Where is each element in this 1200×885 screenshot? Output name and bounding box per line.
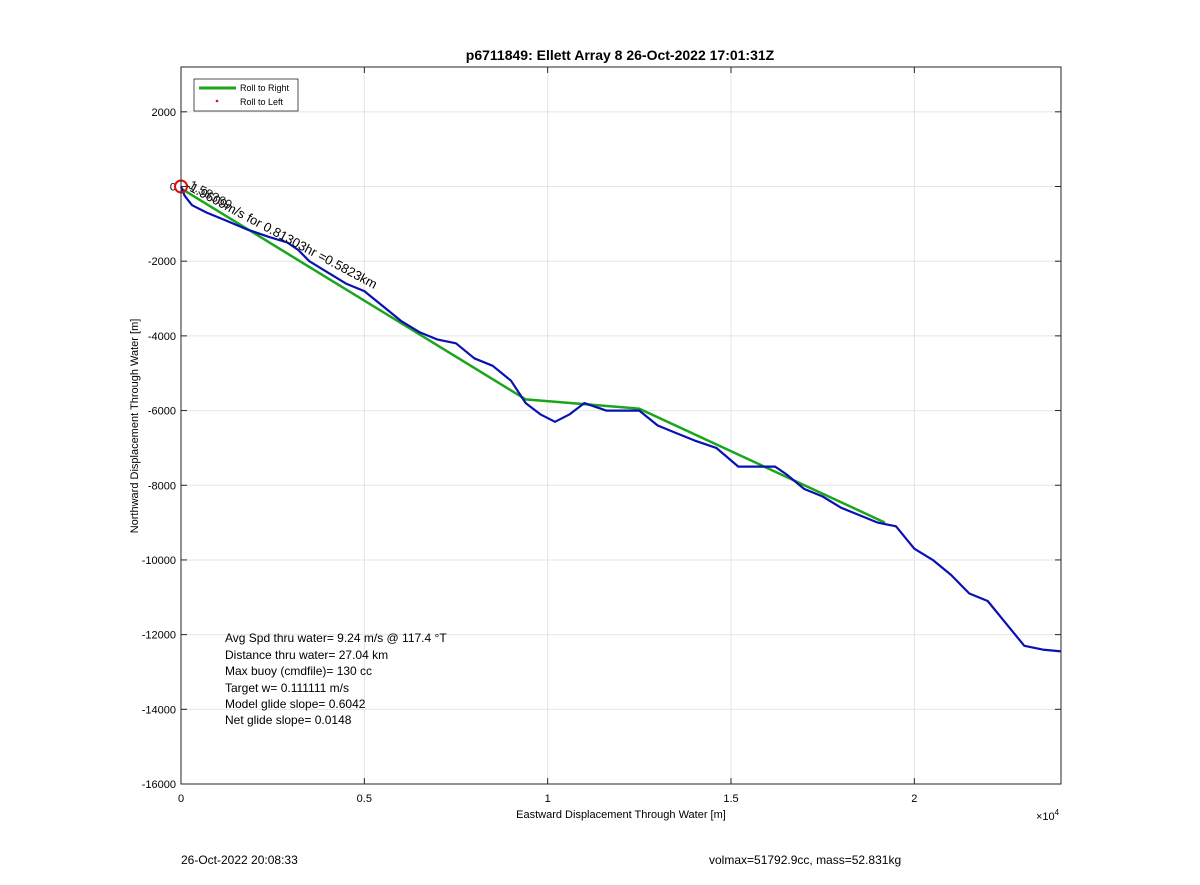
y-tick-label: 0 [170, 182, 176, 194]
legend: Roll to Right Roll to Left [193, 78, 299, 112]
legend-swatch-roll-left [215, 99, 219, 103]
stat-model-glide: Model glide slope= 0.6042 [225, 697, 366, 711]
chart-title: p6711849: Ellett Array 8 26-Oct-2022 17:… [466, 47, 775, 63]
stat-net-glide: Net glide slope= 0.0148 [225, 713, 352, 727]
stat-max-buoy: Max buoy (cmdfile)= 130 cc [225, 664, 372, 678]
x-tick-label: 0.5 [357, 793, 372, 805]
stat-distance: Distance thru water= 27.04 km [225, 648, 388, 662]
y-tick-label: -6000 [148, 406, 176, 418]
x-tick-label: 1 [545, 793, 551, 805]
stat-avg-speed: Avg Spd thru water= 9.24 m/s @ 117.4 °T [225, 631, 447, 645]
x-tick-label: 1.5 [723, 793, 738, 805]
footer-volmax-mass: volmax=51792.9cc, mass=52.831kg [709, 853, 902, 867]
footer-timestamp: 26-Oct-2022 20:08:33 [181, 853, 298, 867]
x-exponent-label: ×104 [1036, 808, 1060, 823]
legend-label-roll-left: Roll to Left [240, 97, 284, 107]
y-tick-label: -8000 [148, 480, 176, 492]
legend-label-roll-right: Roll to Right [240, 83, 290, 93]
y-tick-label: -14000 [142, 704, 176, 716]
y-tick-label: -4000 [148, 331, 176, 343]
y-axis-label: Northward Displacement Through Water [m] [129, 319, 141, 534]
y-tick-label: -2000 [148, 256, 176, 268]
x-axis-label: Eastward Displacement Through Water [m] [516, 809, 726, 821]
plot-frame [180, 66, 1062, 785]
y-tick-label: -10000 [142, 555, 176, 567]
y-tick-label: -12000 [142, 630, 176, 642]
axis-ticks: 0 0.5 1 1.5 2 2000 0 -2000 -4000 -6000 -8000 -10000… [142, 67, 1061, 805]
x-tick-label: 0 [178, 793, 184, 805]
y-tick-label: -16000 [142, 779, 176, 791]
series-trajectory [179, 186, 1062, 653]
stat-target-w: Target w= 0.111111 m/s [225, 681, 349, 695]
y-tick-label: 2000 [152, 107, 176, 119]
x-tick-label: 2 [911, 793, 917, 805]
stats-block: Avg Spd thru water= 9.24 m/s @ 117.4 °T … [225, 631, 447, 727]
grid [181, 67, 1061, 784]
legend-box [193, 78, 299, 112]
series-layer [179, 186, 1062, 653]
